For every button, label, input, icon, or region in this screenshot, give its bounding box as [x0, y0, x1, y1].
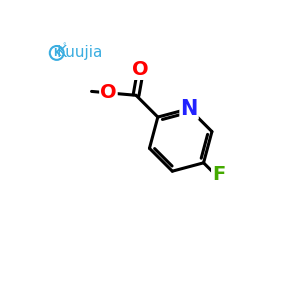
- Text: K: K: [53, 48, 61, 58]
- Text: N: N: [180, 99, 198, 119]
- Text: O: O: [100, 83, 117, 102]
- Text: °: °: [63, 43, 66, 49]
- Text: Kuujia: Kuujia: [57, 45, 103, 60]
- Text: O: O: [132, 60, 149, 79]
- Text: F: F: [212, 165, 225, 184]
